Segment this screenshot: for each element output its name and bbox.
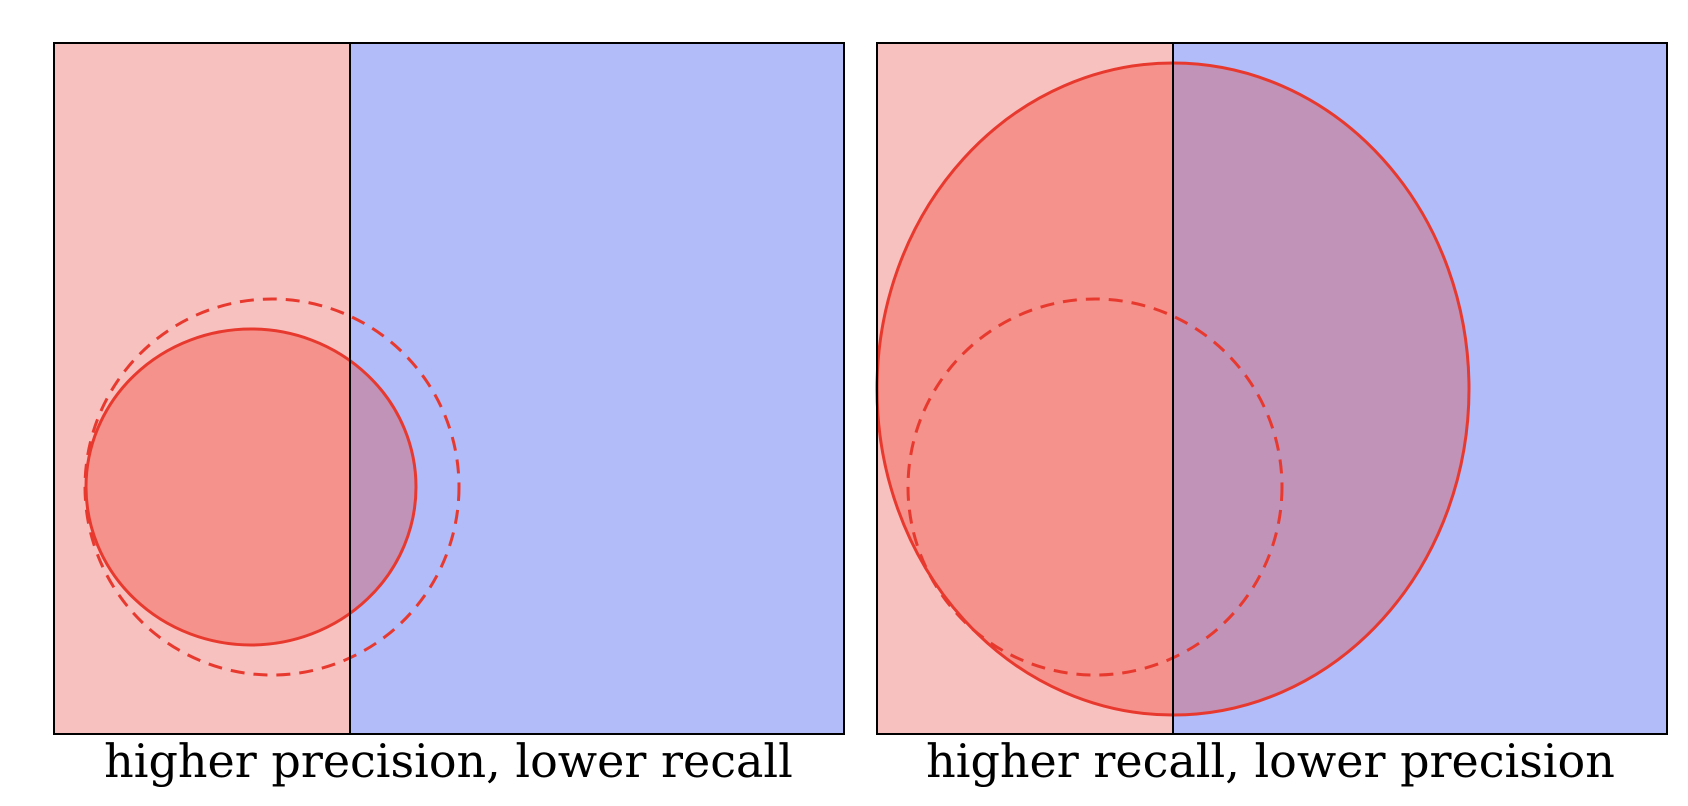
right-panel-caption: higher recall, lower precision (926, 734, 1615, 788)
right-panel-border (876, 42, 1668, 735)
left-panel (53, 42, 845, 735)
left-negative-region (350, 43, 844, 734)
left-panel-caption: higher precision, lower recall (104, 734, 793, 788)
left-panel-border (53, 42, 845, 735)
right-selected-region-overlap (1173, 63, 1469, 715)
left-selected-region-overlap (350, 360, 416, 614)
left-selected-circle-outline (84, 327, 418, 647)
left-selected-region-fill (86, 329, 416, 645)
right-reference-dashed-circle (906, 297, 1284, 677)
right-panel (875, 42, 1668, 735)
